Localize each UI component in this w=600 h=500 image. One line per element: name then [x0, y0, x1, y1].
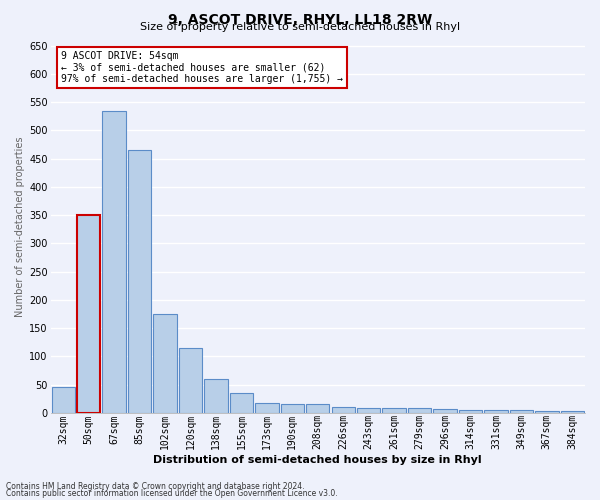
Text: 9, ASCOT DRIVE, RHYL, LL18 2RW: 9, ASCOT DRIVE, RHYL, LL18 2RW [168, 12, 432, 26]
Bar [52, 388, 75, 413]
Bar [509, 410, 533, 413]
Bar [433, 410, 457, 413]
Bar [204, 379, 227, 413]
Bar [255, 402, 278, 413]
Bar [154, 314, 177, 413]
Bar [408, 408, 431, 413]
Bar [103, 110, 126, 413]
Bar [306, 404, 329, 413]
Bar [382, 408, 406, 413]
Text: Size of property relative to semi-detached houses in Rhyl: Size of property relative to semi-detach… [140, 22, 460, 32]
Y-axis label: Number of semi-detached properties: Number of semi-detached properties [15, 136, 25, 316]
Bar [179, 348, 202, 413]
Bar [535, 411, 559, 413]
Bar [560, 411, 584, 413]
Bar [230, 393, 253, 413]
Bar [281, 404, 304, 413]
Bar [357, 408, 380, 413]
Bar [484, 410, 508, 413]
Bar [128, 150, 151, 413]
Bar [77, 215, 100, 413]
Bar [459, 410, 482, 413]
Bar [332, 407, 355, 413]
Text: 9 ASCOT DRIVE: 54sqm
← 3% of semi-detached houses are smaller (62)
97% of semi-d: 9 ASCOT DRIVE: 54sqm ← 3% of semi-detach… [61, 51, 343, 84]
X-axis label: Distribution of semi-detached houses by size in Rhyl: Distribution of semi-detached houses by … [154, 455, 482, 465]
Text: Contains public sector information licensed under the Open Government Licence v3: Contains public sector information licen… [6, 489, 338, 498]
Text: Contains HM Land Registry data © Crown copyright and database right 2024.: Contains HM Land Registry data © Crown c… [6, 482, 305, 491]
